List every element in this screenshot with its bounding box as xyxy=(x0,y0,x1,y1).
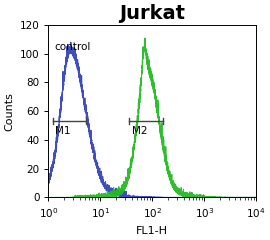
Text: control: control xyxy=(55,42,91,52)
Y-axis label: Counts: Counts xyxy=(4,92,14,131)
Text: M1: M1 xyxy=(55,126,70,136)
Title: Jurkat: Jurkat xyxy=(119,4,185,23)
X-axis label: FL1-H: FL1-H xyxy=(136,226,168,236)
Text: M2: M2 xyxy=(131,126,147,136)
